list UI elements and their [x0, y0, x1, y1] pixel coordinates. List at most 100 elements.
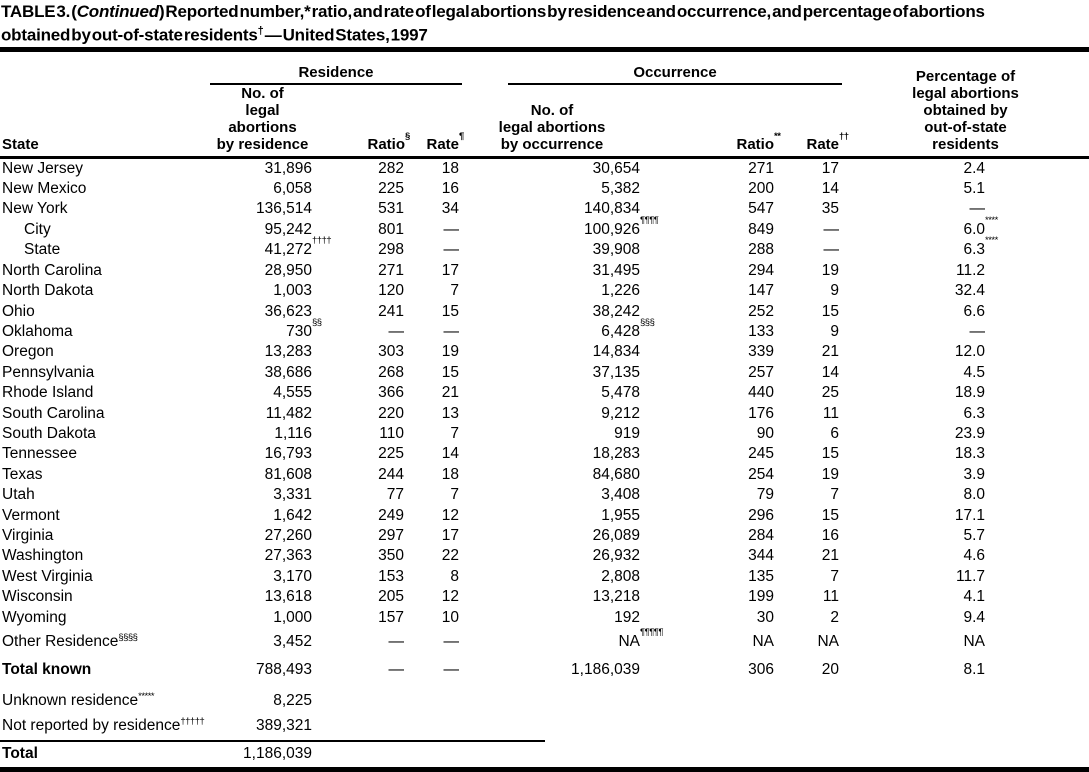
occ-rate-cell: 21	[821, 343, 840, 361]
table-row: New York 136,514 531 34 140,834 547 35 —	[0, 199, 1089, 219]
occ-rate-cell: —	[823, 220, 840, 238]
res-rate-cell: 8	[450, 567, 459, 585]
table-row: South Carolina 11,482 220 13 9,212 176 11 6.3	[0, 404, 1089, 424]
occ-no-cell: 31,495	[592, 261, 640, 279]
footnote-marker: ¶¶¶¶¶	[640, 627, 664, 639]
res-rate-cell: 18	[441, 159, 459, 177]
occ-no-cell: 13,218	[592, 588, 640, 606]
pct-cell	[842, 744, 1089, 764]
res-rate-cell	[408, 680, 462, 712]
occ-no-cell: 192	[614, 608, 640, 626]
table-row: Wisconsin 13,618 205 12 13,218 199 11 4.1	[0, 587, 1089, 607]
res-rate-cell: 15	[441, 302, 459, 320]
res-ratio-cell: 225	[378, 445, 404, 463]
pct-cell: 4.6	[963, 547, 986, 565]
table-row: Texas 81,608 244 18 84,680 254 19 3.9	[0, 465, 1089, 485]
occ-no-cell: NA ¶¶¶¶¶	[618, 627, 664, 651]
table-row: North Carolina 28,950 271 17 31,495 294 19 11.2	[0, 261, 1089, 281]
pct-cell: 6.3	[963, 404, 986, 422]
res-ratio-cell: 303	[378, 343, 404, 361]
res-rate-cell: —	[443, 241, 460, 259]
state-cell: Wisconsin	[2, 588, 73, 606]
res-rate-cell: 17	[441, 526, 459, 544]
table-title: TABLE 3. (Continued) Reported number,* r…	[0, 0, 1089, 47]
res-no-cell: 1,003	[273, 282, 312, 300]
footnote-marker: ††††	[312, 235, 332, 247]
group-header-occurrence: Occurrence	[462, 64, 843, 85]
occ-ratio-cell	[642, 680, 777, 712]
pct-cell: 8.0	[963, 486, 986, 504]
occ-ratio-cell: 440	[748, 384, 774, 402]
res-rate-cell: 15	[441, 363, 459, 381]
table-row: State 41,272 †††† 298 — 39,908 288 — 6.3 ****	[0, 236, 1089, 260]
table-row: Rhode Island 4,555 366 21 5,478 440 25 18.9	[0, 383, 1089, 403]
occ-no-cell: 919	[614, 424, 640, 442]
res-ratio-cell: 350	[378, 547, 404, 565]
state-cell: Tennessee	[2, 445, 77, 463]
res-no-cell: 730 §§	[286, 316, 322, 340]
occ-rate-cell: 11	[822, 404, 840, 422]
occ-ratio-cell: 245	[748, 445, 774, 463]
state-cell: Oklahoma	[2, 322, 73, 340]
res-no-cell: 389,321	[255, 716, 312, 734]
occ-rate-cell: 19	[821, 465, 840, 483]
group-header-residence: Residence	[210, 64, 462, 85]
table-row: West Virginia 3,170 153 8 2,808 135 7 11.7	[0, 567, 1089, 587]
res-rate-cell: —	[443, 322, 460, 340]
pct-cell: —	[969, 200, 986, 218]
res-no-cell: 28,950	[264, 261, 312, 279]
occ-no-cell: 18,283	[592, 445, 640, 463]
res-rate-cell: 12	[441, 506, 459, 524]
res-ratio-cell: 297	[378, 526, 404, 544]
table-row: Vermont 1,642 249 12 1,955 296 15 17.1	[0, 506, 1089, 526]
column-header-residence-ratio: Ratio §	[315, 84, 410, 159]
state-cell: Rhode Island	[2, 384, 94, 402]
res-no-cell: 1,186,039	[243, 745, 312, 763]
occ-no-cell: 5,382	[601, 180, 640, 198]
table-row: Total 1,186,039	[0, 744, 1089, 764]
title-footnote-marker: †	[257, 24, 264, 37]
res-no-cell: 8,225	[273, 692, 312, 710]
res-rate-cell: 21	[441, 384, 459, 402]
res-no-cell: 27,260	[264, 526, 312, 544]
res-rate-cell	[408, 712, 462, 737]
abortion-statistics-table: State Residence Occurrence Percentage of…	[0, 63, 1089, 765]
occ-rate-cell: 6	[830, 424, 840, 442]
res-no-cell: 4,555	[273, 384, 312, 402]
state-cell: New Jersey	[2, 159, 83, 177]
pct-cell: 12.0	[954, 343, 986, 361]
occ-rate-cell: —	[823, 241, 840, 259]
occ-ratio-cell: 254	[748, 465, 774, 483]
res-no-cell: 13,618	[264, 588, 312, 606]
res-ratio-cell: 249	[378, 506, 404, 524]
occ-no-cell: 39,908	[592, 241, 640, 259]
res-ratio-cell: 366	[378, 384, 404, 402]
res-no-cell: 136,514	[255, 200, 312, 218]
res-no-cell: 1,000	[273, 608, 312, 626]
footnote-marker: §§§	[640, 316, 655, 328]
pct-cell: 6.6	[963, 302, 986, 320]
occ-ratio-cell	[642, 712, 777, 737]
occ-rate-cell: 35	[821, 200, 840, 218]
state-cell: Ohio	[2, 302, 35, 320]
res-rate-cell: 7	[450, 424, 459, 442]
res-rate-cell: —	[443, 220, 460, 238]
table-row: Total known 788,493 — — 1,186,039 306 20 8.1	[0, 653, 1089, 680]
table-row: Pennsylvania 38,686 268 15 37,135 257 14 4.5	[0, 363, 1089, 383]
state-cell: New Mexico	[2, 180, 87, 198]
title-text: ) Reported number,* ratio, and rate of l…	[158, 2, 985, 21]
occ-no-cell: 3,408	[601, 486, 640, 504]
res-no-cell: 27,363	[264, 547, 312, 565]
res-rate-cell: 22	[441, 547, 459, 565]
state-cell: Total known	[2, 660, 92, 678]
table-row: Tennessee 16,793 225 14 18,283 245 15 18.3	[0, 444, 1089, 464]
state-cell: State	[24, 241, 61, 259]
state-cell: Washington	[2, 547, 84, 565]
res-rate-cell	[408, 744, 462, 764]
footnote-marker: §§	[312, 316, 322, 328]
table-row: South Dakota 1,116 110 7 919 90 6 23.9	[0, 424, 1089, 444]
pct-cell: 4.1	[963, 588, 986, 606]
res-ratio-cell: 220	[378, 404, 404, 422]
occ-no-cell: 38,242	[592, 302, 640, 320]
pct-cell: 17.1	[954, 506, 986, 524]
